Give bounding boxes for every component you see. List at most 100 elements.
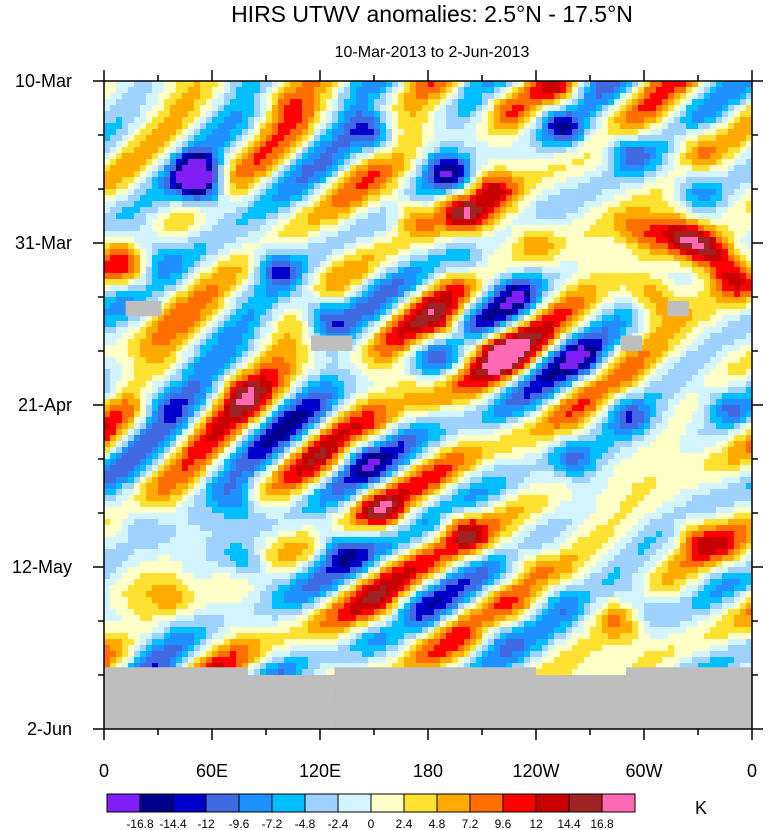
- heat-cell: [260, 189, 267, 196]
- heat-cell: [686, 165, 693, 172]
- heat-cell: [116, 165, 123, 172]
- heat-cell: [620, 237, 627, 244]
- heat-cell: [404, 201, 411, 208]
- heat-cell: [650, 327, 657, 334]
- heat-cell: [380, 261, 387, 268]
- heat-cell: [230, 303, 237, 310]
- heat-cell: [746, 93, 753, 100]
- heat-cell: [134, 285, 141, 292]
- heat-cell: [134, 231, 141, 238]
- heat-cell: [356, 153, 363, 160]
- heat-cell: [344, 177, 351, 184]
- heat-cell: [416, 291, 423, 298]
- heat-cell: [152, 285, 159, 292]
- heat-cell: [404, 297, 411, 304]
- heat-cell: [746, 351, 753, 358]
- heat-cell: [428, 129, 435, 136]
- heat-cell: [644, 105, 651, 112]
- heat-cell: [128, 159, 135, 166]
- heat-cell: [680, 345, 687, 352]
- heat-cell: [734, 321, 741, 328]
- heat-cell: [176, 93, 183, 100]
- heat-cell: [410, 117, 417, 124]
- heat-cell: [656, 99, 663, 106]
- heat-cell: [290, 99, 297, 106]
- heat-cell: [284, 135, 291, 142]
- heat-cell: [248, 273, 255, 280]
- heat-cell: [536, 333, 543, 340]
- heat-cell: [104, 225, 111, 232]
- heat-cell: [626, 249, 633, 256]
- heat-cell: [350, 105, 357, 112]
- heat-cell: [278, 99, 285, 106]
- heat-cell: [608, 159, 615, 166]
- heat-cell: [650, 171, 657, 178]
- heat-cell: [518, 249, 525, 256]
- heat-cell: [584, 237, 591, 244]
- heat-cell: [236, 327, 243, 334]
- heat-cell: [590, 315, 597, 322]
- heat-cell: [260, 231, 267, 238]
- heat-cell: [626, 351, 633, 358]
- heat-cell: [368, 327, 375, 334]
- heat-cell: [530, 183, 537, 190]
- heat-cell: [548, 189, 555, 196]
- heat-cell: [494, 117, 501, 124]
- heat-cell: [296, 123, 303, 130]
- heat-cell: [416, 189, 423, 196]
- heat-cell: [410, 93, 417, 100]
- heat-cell: [620, 117, 627, 124]
- heat-cell: [524, 255, 531, 262]
- heat-cell: [326, 147, 333, 154]
- heat-cell: [260, 183, 267, 190]
- heat-cell: [326, 219, 333, 226]
- heat-cell: [350, 165, 357, 172]
- heat-cell: [380, 303, 387, 310]
- heat-cell: [500, 99, 507, 106]
- heat-cell: [404, 195, 411, 202]
- heat-cell: [488, 279, 495, 286]
- heat-cell: [344, 279, 351, 286]
- heat-cell: [392, 171, 399, 178]
- heat-cell: [338, 195, 345, 202]
- heat-cell: [164, 147, 171, 154]
- heat-cell: [680, 243, 687, 250]
- heat-cell: [290, 237, 297, 244]
- heat-cell: [128, 267, 135, 274]
- heat-cell: [350, 243, 357, 250]
- heat-cell: [734, 303, 741, 310]
- heat-cell: [590, 321, 597, 328]
- heat-cell: [368, 189, 375, 196]
- heat-cell: [170, 135, 177, 142]
- heat-cell: [260, 99, 267, 106]
- heat-cell: [362, 207, 369, 214]
- heat-cell: [206, 291, 213, 298]
- heat-cell: [590, 99, 597, 106]
- heat-cell: [512, 129, 519, 136]
- heat-cell: [422, 261, 429, 268]
- heat-cell: [254, 351, 261, 358]
- heat-cell: [560, 123, 567, 130]
- heat-cell: [242, 159, 249, 166]
- heat-cell: [284, 297, 291, 304]
- heat-cell: [614, 315, 621, 322]
- heat-cell: [380, 237, 387, 244]
- heat-cell: [482, 279, 489, 286]
- heat-cell: [686, 159, 693, 166]
- heat-cell: [212, 321, 219, 328]
- heat-cell: [686, 315, 693, 322]
- heat-cell: [278, 165, 285, 172]
- heat-cell: [302, 231, 309, 238]
- heat-cell: [110, 219, 117, 226]
- heat-cell: [620, 255, 627, 262]
- heat-cell: [572, 189, 579, 196]
- heat-cell: [122, 315, 129, 322]
- heat-cell: [452, 141, 459, 148]
- heat-cell: [470, 177, 477, 184]
- heat-cell: [446, 81, 453, 88]
- heat-cell: [746, 285, 753, 292]
- heat-cell: [338, 123, 345, 130]
- heat-cell: [284, 183, 291, 190]
- heat-cell: [530, 177, 537, 184]
